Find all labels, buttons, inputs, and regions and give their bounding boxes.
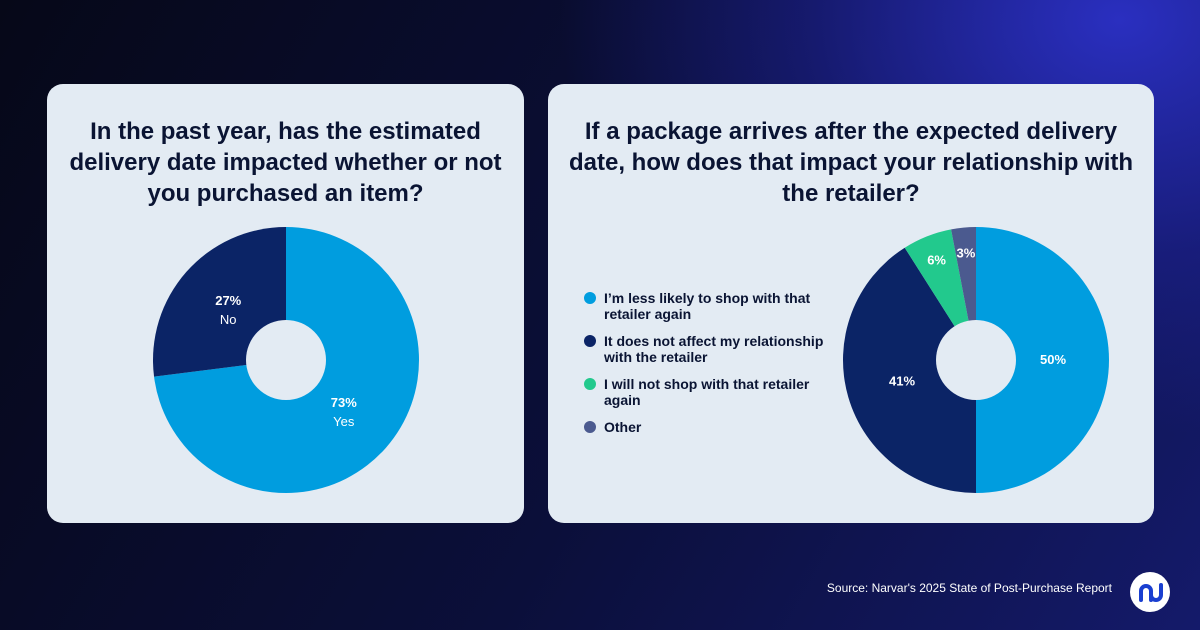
legend-item: Other — [584, 419, 834, 435]
donut-hole — [936, 320, 1016, 400]
legend-label: It does not affect my relationship with … — [604, 333, 824, 365]
slice-category-label: No — [220, 312, 237, 327]
slice-value-label: 73% — [331, 395, 357, 410]
pie-slice-1 — [843, 247, 976, 493]
chart-title-right: If a package arrives after the expected … — [568, 118, 1134, 207]
slice-value-label: 6% — [927, 253, 946, 268]
legend-item: It does not affect my relationship with … — [584, 333, 834, 365]
slice-value-label: 41% — [889, 373, 915, 388]
slice-value-label: 50% — [1040, 352, 1066, 367]
chart-legend-right: I’m less likely to shop with that retail… — [584, 290, 834, 446]
legend-item: I will not shop with that retailer again — [584, 376, 834, 408]
legend-item: I’m less likely to shop with that retail… — [584, 290, 834, 322]
pie-slice-0 — [976, 227, 1109, 493]
slice-value-label: 27% — [215, 293, 241, 308]
narvar-logo-icon — [1130, 572, 1170, 612]
legend-swatch — [584, 378, 596, 390]
legend-label: I will not shop with that retailer again — [604, 376, 810, 408]
legend-label: I’m less likely to shop with that retail… — [604, 290, 811, 322]
chart-title-left: In the past year, has the estimated deli… — [69, 118, 502, 207]
source-note: Source: Narvar's 2025 State of Post-Purc… — [826, 581, 1112, 595]
slice-value-label: 3% — [957, 245, 976, 260]
legend-swatch — [584, 292, 596, 304]
legend-label: Other — [604, 419, 642, 435]
slice-category-label: Yes — [333, 414, 355, 429]
legend-swatch — [584, 421, 596, 433]
chart-card-left: In the past year, has the estimated deli… — [47, 84, 524, 523]
legend-swatch — [584, 335, 596, 347]
pie-chart-left: 73% Yes 27% No — [153, 227, 419, 493]
donut-hole — [246, 320, 326, 400]
chart-card-right: If a package arrives after the expected … — [548, 84, 1154, 523]
pie-chart-right: 50% 41% 6% 3% — [843, 227, 1109, 493]
